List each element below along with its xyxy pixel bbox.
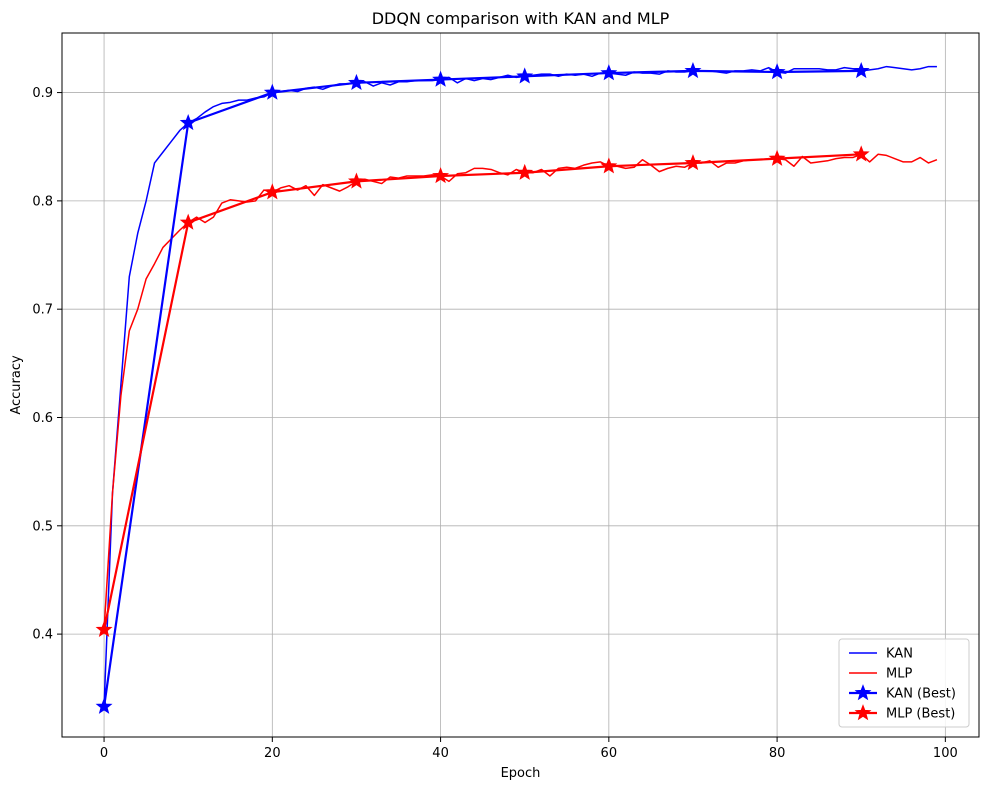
best-marker-kan-best xyxy=(768,63,786,80)
axis-ticks: 0 20 40 60 80 100 0.4 0.5 0.6 0.7 0.8 0.9 xyxy=(32,86,957,761)
series-line-kan-best xyxy=(102,69,862,707)
best-marker-mlp-best xyxy=(432,167,450,184)
best-marker-mlp-best xyxy=(600,157,618,174)
y-tick-label: 0.7 xyxy=(32,303,53,318)
legend-label-kan: KAN xyxy=(886,647,913,662)
x-tick-label: 0 xyxy=(100,746,108,761)
legend-marker-mlp-best xyxy=(854,704,872,721)
grid xyxy=(62,33,979,737)
best-marker-mlp-best xyxy=(768,149,786,166)
x-tick-label: 100 xyxy=(933,746,958,761)
legend-label-kan-best: KAN (Best) xyxy=(886,687,956,702)
chart-title: DDQN comparison with KAN and MLP xyxy=(372,9,670,28)
best-marker-kan-best xyxy=(516,67,534,84)
x-tick-label: 40 xyxy=(432,746,449,761)
legend-marker-kan-best xyxy=(854,684,872,701)
best-marker-kan-best xyxy=(684,62,702,79)
plot-markers xyxy=(95,62,870,714)
y-tick-label: 0.9 xyxy=(32,86,53,101)
best-marker-kan-best xyxy=(347,73,365,91)
series-line-mlp-best xyxy=(102,153,862,631)
x-tick-label: 60 xyxy=(601,746,618,761)
x-tick-label: 80 xyxy=(769,746,786,761)
best-marker-kan-best xyxy=(179,114,197,131)
y-tick-label: 0.6 xyxy=(32,411,53,426)
x-tick-label: 20 xyxy=(264,746,281,761)
legend-label-mlp: MLP xyxy=(886,667,912,682)
x-axis-label: Epoch xyxy=(501,766,541,781)
y-tick-label: 0.5 xyxy=(32,519,53,534)
y-tick-label: 0.8 xyxy=(32,194,53,209)
best-marker-kan-best xyxy=(600,64,618,81)
best-marker-mlp-best xyxy=(684,154,702,171)
best-marker-kan-best xyxy=(432,70,450,87)
best-marker-mlp-best xyxy=(263,183,281,200)
best-marker-kan-best xyxy=(852,62,870,79)
best-marker-kan-best xyxy=(263,83,281,100)
best-marker-mlp-best xyxy=(95,620,113,637)
best-marker-mlp-best xyxy=(179,213,197,230)
legend: KAN MLP KAN (Best) MLP (Best) xyxy=(838,638,970,728)
y-axis-label: Accuracy xyxy=(9,355,24,415)
plot-frame xyxy=(61,32,980,738)
y-tick-label: 0.4 xyxy=(32,628,53,643)
legend-label-mlp-best: MLP (Best) xyxy=(886,707,955,722)
best-marker-mlp-best xyxy=(516,163,534,180)
best-marker-mlp-best xyxy=(852,145,870,162)
best-marker-mlp-best xyxy=(347,172,365,189)
best-marker-kan-best xyxy=(95,697,113,714)
legend-box xyxy=(838,638,970,728)
